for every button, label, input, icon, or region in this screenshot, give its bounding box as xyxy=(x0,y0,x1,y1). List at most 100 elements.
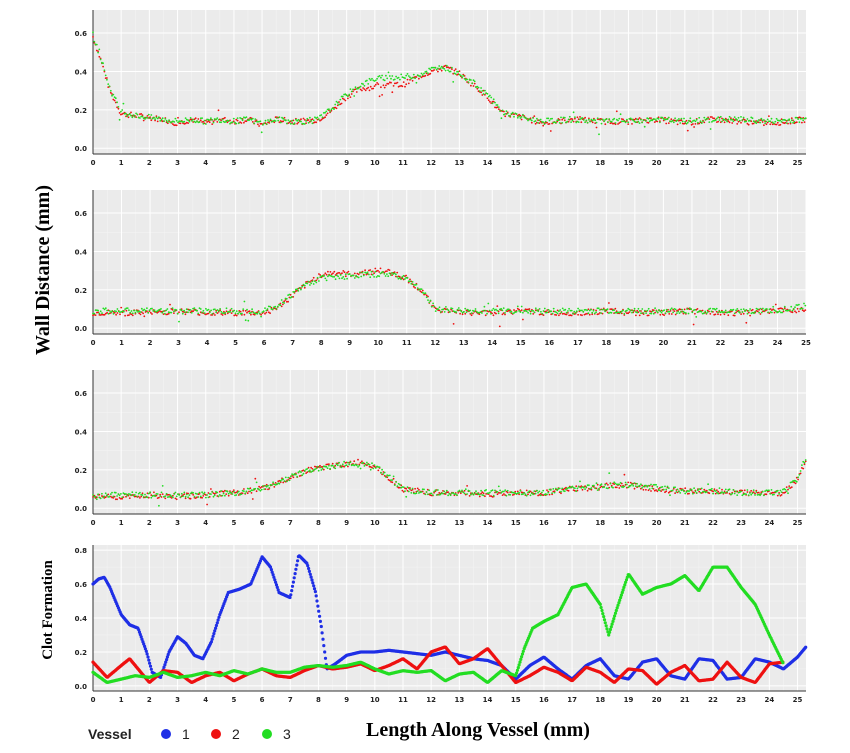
data-point xyxy=(798,473,801,476)
data-point xyxy=(315,121,318,124)
data-point xyxy=(121,109,124,111)
data-point xyxy=(717,313,719,316)
data-point xyxy=(407,280,410,283)
data-point xyxy=(641,308,644,310)
data-point xyxy=(386,82,389,85)
data-point xyxy=(302,283,305,286)
data-point xyxy=(170,311,173,314)
data-point xyxy=(757,491,760,494)
data-point xyxy=(644,309,646,312)
data-point xyxy=(723,313,726,316)
data-point xyxy=(156,310,159,313)
data-point xyxy=(245,490,248,493)
data-point xyxy=(783,307,786,310)
data-point xyxy=(331,107,334,110)
data-point xyxy=(309,469,311,472)
data-point xyxy=(222,117,225,120)
data-point xyxy=(749,492,751,494)
data-point xyxy=(718,119,721,121)
data-point xyxy=(733,312,736,315)
data-point xyxy=(235,494,238,496)
data-point xyxy=(571,119,574,122)
data-point xyxy=(803,461,806,464)
data-point xyxy=(600,483,603,486)
data-point xyxy=(95,498,98,501)
data-point xyxy=(694,312,696,315)
data-point xyxy=(153,116,155,119)
data-point xyxy=(569,309,572,312)
data-point xyxy=(794,310,796,313)
data-point xyxy=(678,118,680,120)
data-point xyxy=(292,291,295,293)
data-point xyxy=(126,494,129,497)
data-point xyxy=(267,311,270,314)
data-point xyxy=(373,464,376,466)
data-point xyxy=(107,83,110,85)
data-point xyxy=(516,307,519,310)
data-point xyxy=(121,496,124,499)
data-point xyxy=(276,305,279,308)
data-point xyxy=(447,69,449,72)
data-point xyxy=(683,490,685,493)
data-point xyxy=(699,120,702,123)
data-point xyxy=(278,482,281,485)
data-point xyxy=(149,491,152,494)
data-point xyxy=(761,121,764,123)
data-point xyxy=(433,490,435,493)
data-point xyxy=(395,273,397,276)
data-point xyxy=(736,123,739,125)
x-tick-label: 5 xyxy=(231,159,236,167)
data-point xyxy=(728,311,731,314)
data-point xyxy=(559,309,562,311)
data-point xyxy=(681,308,683,311)
data-point xyxy=(309,575,313,579)
data-point xyxy=(173,310,175,313)
data-point xyxy=(366,271,369,274)
data-point xyxy=(760,117,763,120)
data-point xyxy=(595,309,597,312)
data-point xyxy=(404,85,406,88)
data-point xyxy=(207,496,210,499)
data-point xyxy=(201,117,204,119)
x-tick-label: 1 xyxy=(119,696,124,704)
data-point xyxy=(453,69,456,72)
data-point xyxy=(381,74,383,77)
data-point xyxy=(131,312,134,315)
data-point xyxy=(135,112,138,115)
data-point xyxy=(193,495,196,498)
data-point xyxy=(193,307,196,309)
data-point xyxy=(327,275,329,278)
data-point xyxy=(714,119,717,122)
data-point xyxy=(496,106,499,109)
data-point xyxy=(202,495,205,497)
data-point xyxy=(300,287,302,290)
data-point xyxy=(232,120,235,123)
data-point xyxy=(568,307,570,310)
data-point xyxy=(146,115,149,117)
data-point xyxy=(561,487,564,490)
data-point xyxy=(136,495,139,498)
data-point xyxy=(101,492,103,495)
data-point xyxy=(779,123,782,126)
data-point xyxy=(291,119,293,122)
data-point xyxy=(225,120,228,123)
data-point xyxy=(449,66,452,69)
data-point xyxy=(274,482,277,484)
data-point xyxy=(647,121,650,124)
data-point xyxy=(269,118,272,121)
data-point xyxy=(217,119,220,121)
data-point xyxy=(486,97,489,100)
data-point xyxy=(738,119,741,122)
data-point xyxy=(347,95,349,98)
data-point xyxy=(468,490,471,492)
data-point xyxy=(414,76,416,78)
series-green xyxy=(92,31,807,136)
data-point xyxy=(659,121,661,124)
data-point xyxy=(738,311,741,314)
x-tick-label: 1 xyxy=(119,519,124,527)
data-point xyxy=(154,118,157,121)
data-point xyxy=(183,491,186,494)
data-point xyxy=(589,120,591,123)
data-point xyxy=(561,122,564,124)
data-point xyxy=(752,120,755,123)
